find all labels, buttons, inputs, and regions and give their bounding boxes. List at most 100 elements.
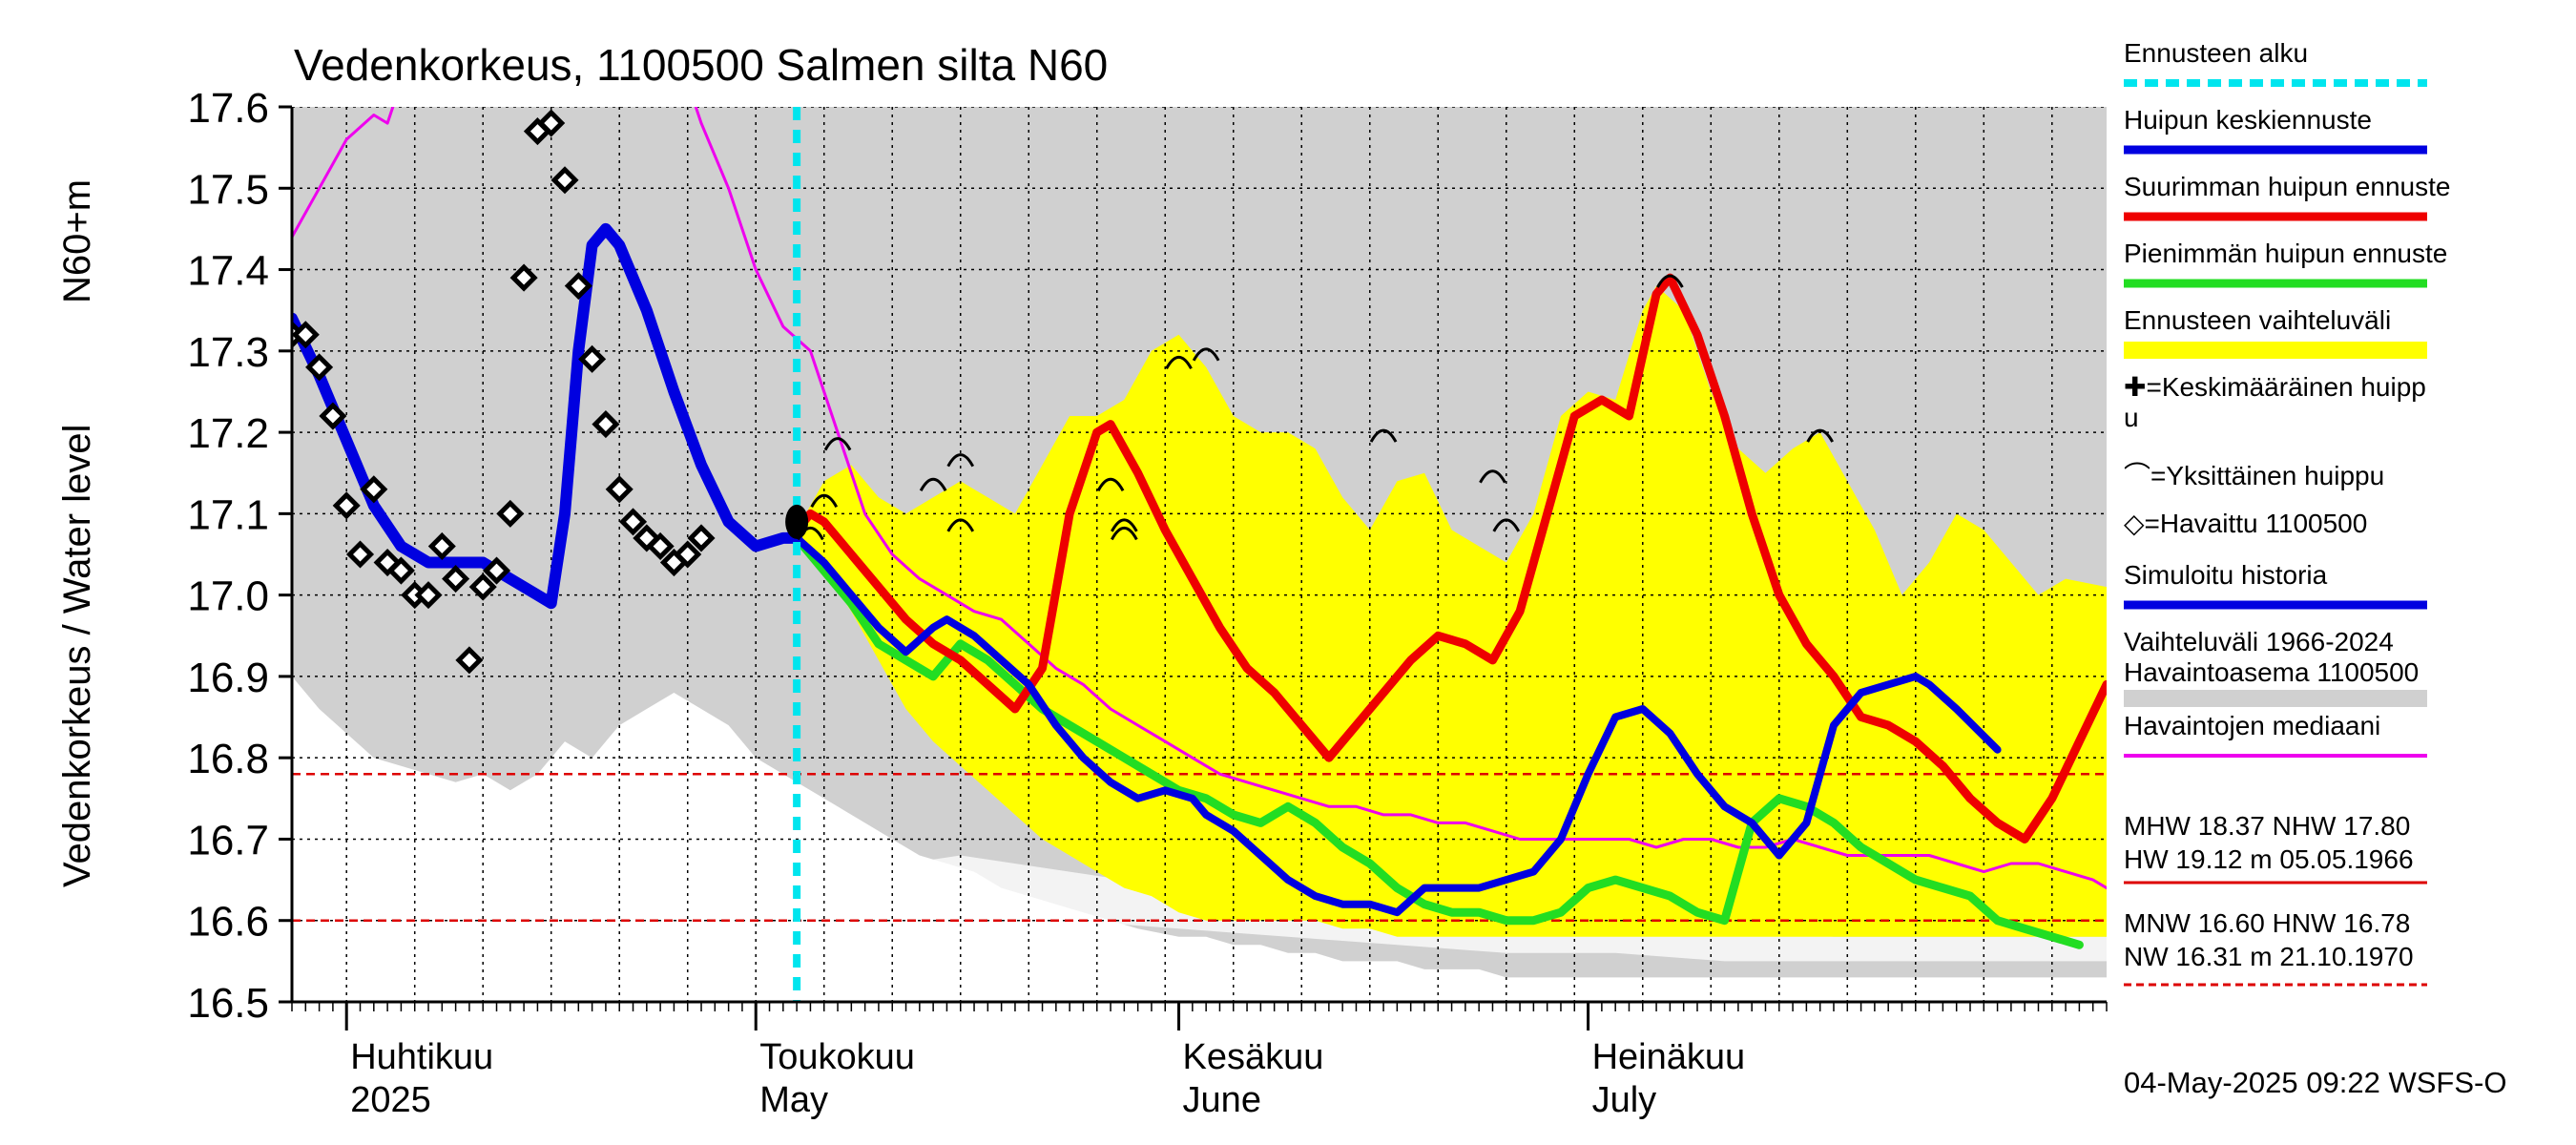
y-tick-label: 17.4 — [187, 248, 269, 295]
observed-point — [537, 109, 566, 137]
observed-point — [564, 272, 592, 301]
legend: Ennusteen alku Huipun keskiennuste Suurimm… — [2124, 38, 2450, 987]
legend-label-cont: u — [2124, 403, 2139, 432]
y-tick-label: 17.5 — [187, 166, 269, 213]
observed-point — [427, 531, 456, 561]
single-peak-marker — [810, 493, 839, 509]
single-peaks — [797, 274, 1834, 541]
observed-point — [442, 565, 470, 593]
series-min_peak_forecast — [792, 533, 2084, 949]
single-peak-marker — [1165, 355, 1193, 370]
x-month-label-en: 2025 — [350, 1080, 431, 1120]
single-peak-marker — [1656, 274, 1684, 288]
grid — [292, 107, 2107, 1002]
y-tick-label: 16.5 — [187, 980, 269, 1027]
x-month-label-fi: Huhtikuu — [350, 1037, 493, 1077]
legend-label: Ennusteen vaihteluväli — [2124, 305, 2391, 335]
observed-point — [345, 540, 375, 569]
y-tick-label: 17.0 — [187, 573, 269, 620]
observed-point — [578, 344, 607, 373]
single-peak-marker — [1479, 469, 1506, 484]
x-month-label-en: May — [759, 1080, 828, 1120]
legend-label: Havaintojen mediaani — [2124, 711, 2380, 740]
observed-point — [332, 491, 361, 520]
timestamp-label: 04-May-2025 09:22 WSFS-O — [2124, 1066, 2506, 1099]
single-peak-marker — [797, 526, 824, 541]
single-peak-marker — [946, 518, 975, 532]
legend-label-cont: Havaintoasema 1100500 — [2124, 657, 2419, 687]
y-tick-label: 17.1 — [187, 491, 269, 538]
single-peak-marker — [1192, 347, 1220, 362]
series-simulated_history — [292, 222, 803, 610]
single-peak-marker — [946, 453, 975, 468]
legend-label: Suurimman huipun ennuste — [2124, 172, 2450, 201]
y-tick-label: 16.7 — [187, 817, 269, 864]
y-axis-ticks: 17.6 17.5 17.4 17.3 17.2 17.1 17.0 16.9 16.8 16.7… — [187, 85, 292, 1027]
y-axis-label: Vedenkorkeus / Water level — [56, 425, 98, 887]
observed-points — [292, 109, 809, 675]
legend-label: Ennusteen alku — [2124, 38, 2308, 68]
single-peak-marker — [1111, 526, 1138, 541]
x-month-label-fi: Toukokuu — [759, 1037, 915, 1077]
single-peak-marker — [919, 477, 947, 491]
y-tick-label: 17.3 — [187, 329, 269, 376]
stats-mhw: MHW 18.37 NHW 17.80 — [2124, 811, 2410, 841]
observed-point — [646, 531, 675, 561]
observed-point — [592, 410, 620, 439]
single-peak-marker — [1492, 518, 1521, 532]
observed-point — [618, 508, 648, 536]
y-tick-label: 16.8 — [187, 736, 269, 782]
series-max_peak_forecast — [792, 273, 2107, 843]
legend-label: ✚=Keskimääräinen huipp — [2124, 372, 2426, 402]
legend-label: Vaihteluväli 1966-2024 — [2124, 627, 2394, 656]
stats-hw: HW 19.12 m 05.05.1966 — [2124, 844, 2414, 874]
observed-point — [414, 581, 443, 610]
observed-point — [482, 556, 511, 585]
observed-point — [292, 321, 320, 349]
observed-point — [551, 166, 579, 195]
observed-point — [468, 572, 497, 601]
x-month-label-fi: Heinäkuu — [1592, 1037, 1746, 1077]
observed-point — [360, 475, 388, 504]
single-peak-marker — [1111, 518, 1138, 532]
legend-label: Simuloitu historia — [2124, 560, 2328, 590]
observed-point — [633, 524, 661, 552]
stats-mnw: MNW 16.60 HNW 16.78 — [2124, 908, 2410, 938]
legend-swatch — [2124, 342, 2427, 359]
observed-point — [605, 475, 634, 504]
observed-point — [687, 524, 716, 552]
observed-point — [386, 556, 415, 585]
x-month-label-en: July — [1592, 1080, 1657, 1120]
legend-label: ◇=Havaittu 1100500 — [2124, 509, 2367, 538]
y-tick-label: 16.9 — [187, 655, 269, 701]
legend-label: Pienimmän huipun ennuste — [2124, 239, 2447, 268]
y-tick-label: 17.2 — [187, 410, 269, 457]
single-peak-marker — [823, 437, 852, 451]
observed-point — [305, 353, 334, 382]
legend-swatch — [2124, 690, 2427, 707]
observed-point — [319, 402, 347, 430]
legend-label: Huipun keskiennuste — [2124, 105, 2372, 135]
observed-point — [509, 263, 538, 292]
observed-point — [674, 540, 702, 569]
series-median — [292, 107, 2107, 890]
chart-title: Vedenkorkeus, 1100500 Salmen silta N60 — [294, 40, 1108, 90]
y-tick-label: 16.6 — [187, 899, 269, 946]
x-month-label-fi: Kesäkuu — [1183, 1037, 1324, 1077]
single-peak-marker — [1806, 428, 1834, 443]
observed-point — [496, 499, 525, 528]
y-tick-label: 17.6 — [187, 85, 269, 132]
legend-label: ⌒=Yksittäinen huippu — [2124, 461, 2384, 490]
plot-area — [290, 107, 2107, 1004]
x-month-label-en: June — [1183, 1080, 1261, 1120]
single-peak-marker — [1096, 477, 1125, 491]
stats-nw: NW 16.31 m 21.10.1970 — [2124, 942, 2414, 971]
observed-point — [455, 646, 484, 675]
single-peak-marker — [1369, 428, 1398, 443]
plot-clip-group — [292, 107, 2107, 1002]
y-axis-unit: N60+m — [56, 179, 98, 303]
series-mean_peak_forecast — [793, 533, 2002, 917]
latest-observation-marker — [785, 504, 809, 539]
